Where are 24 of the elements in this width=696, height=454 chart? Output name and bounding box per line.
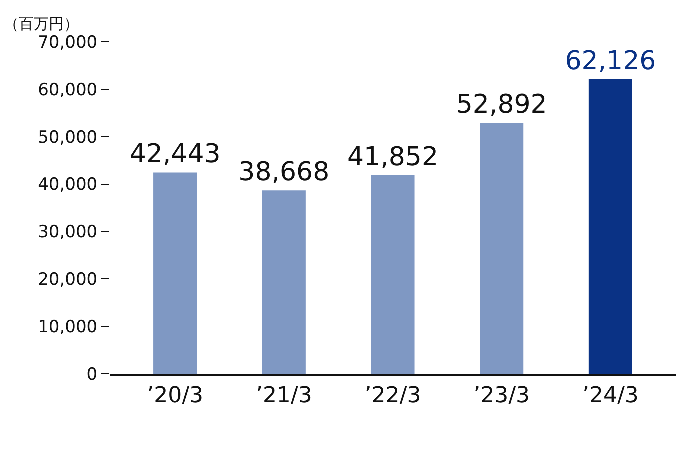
y-tick-label: 0 (86, 364, 98, 385)
y-tick-label: 30,000 (38, 222, 98, 243)
bar (371, 176, 415, 374)
bar (262, 190, 306, 374)
bar (154, 172, 198, 374)
x-tick-label: ’22/3 (364, 383, 422, 408)
y-tick-label: 60,000 (38, 80, 98, 100)
x-tick-label: ’20/3 (147, 383, 204, 408)
bar (588, 79, 632, 374)
y-tick-label: 40,000 (38, 175, 98, 196)
data-label: 41,852 (348, 142, 438, 172)
x-tick-label: ’23/3 (474, 383, 530, 408)
y-tick-label: 20,000 (38, 270, 98, 290)
data-label: 42,443 (130, 140, 221, 170)
data-label: 52,892 (456, 90, 548, 120)
y-tick-label: 70,000 (38, 32, 98, 53)
x-tick-label: ’24/3 (582, 383, 639, 408)
x-tick-label: ’21/3 (256, 383, 312, 408)
bar (480, 123, 524, 374)
data-label: 38,668 (238, 158, 330, 188)
y-tick-label: 50,000 (38, 128, 98, 148)
data-label: 62,126 (565, 46, 656, 76)
y-tick-label: 10,000 (38, 318, 98, 338)
y-axis-title: （百万円） (4, 15, 79, 33)
